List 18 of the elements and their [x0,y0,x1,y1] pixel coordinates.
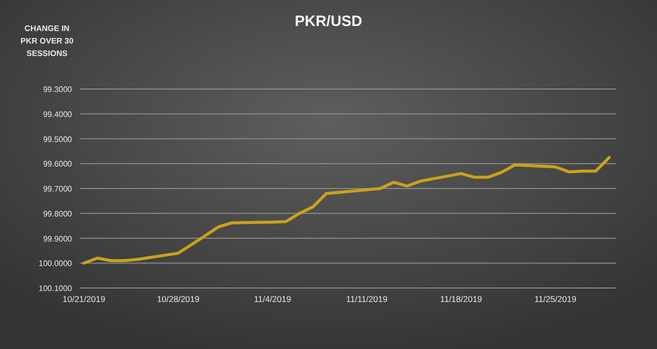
x-tick-label: 11/25/2019 [534,294,577,304]
x-tick-label: 11/4/2019 [254,294,292,304]
y-tick-label: 100.0000 [38,259,73,268]
y-tick-label: 99.8000 [43,209,73,218]
y-tick-label: 99.5000 [43,134,73,144]
x-tick-label: 11/11/2019 [346,294,388,304]
x-tick-label: 10/21/2019 [62,294,106,304]
y-tick-label: 100.1000 [38,284,73,293]
y-axis-title: CHANGE IN PKR OVER 30 SESSIONS [20,24,74,58]
y-tick-label: 99.4000 [43,110,73,119]
x-tick-label: 11/18/2019 [440,294,482,304]
y-tick-label: 99.3000 [43,85,73,94]
x-tick-label: 10/28/2019 [156,294,200,304]
chart-title: PKR/USD [294,13,362,30]
y-tick-label: 99.6000 [43,160,73,169]
y-tick-label: 99.9000 [43,234,73,244]
y-tick-label: 99.7000 [43,184,73,194]
line-series [82,156,611,265]
